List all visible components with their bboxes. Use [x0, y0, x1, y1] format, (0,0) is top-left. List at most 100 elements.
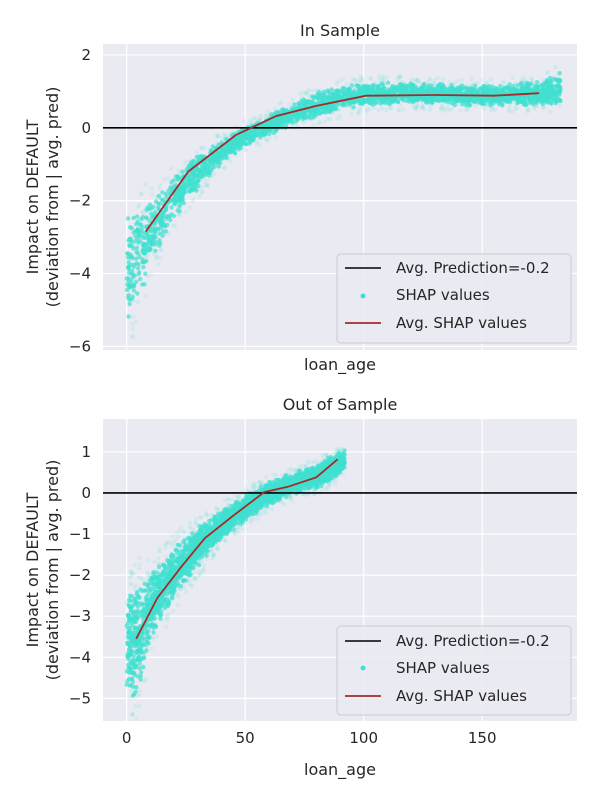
in-sample-shap-point	[171, 222, 176, 228]
out-of-sample-shap-point	[323, 486, 328, 492]
out-of-sample-shap-point	[145, 557, 150, 562]
in-sample-shap-point	[384, 75, 390, 80]
in-sample-shap-point	[357, 88, 362, 93]
in-sample-shap-point	[395, 75, 401, 80]
in-sample-shap-point	[351, 105, 356, 110]
in-sample-shap-point	[152, 242, 158, 247]
in-sample-shap-point	[371, 83, 376, 88]
in-sample-shap-point	[159, 215, 165, 220]
out-of-sample-shap-point	[214, 507, 220, 512]
out-of-sample-shap-point	[137, 688, 143, 693]
in-sample-shap-point	[191, 197, 196, 202]
out-of-sample-shap-point	[130, 712, 136, 717]
in-sample-shap-point	[413, 84, 418, 89]
out-of-sample-shap-point	[201, 563, 206, 568]
in-sample-shap-point	[297, 91, 302, 96]
in-sample-shap-point	[494, 89, 499, 94]
in-sample-shap-point	[353, 78, 358, 83]
in-sample-shap-point	[467, 102, 472, 108]
in-sample-shap-point	[421, 104, 426, 109]
in-sample-shap-point	[484, 80, 490, 85]
in-sample-shap-point	[153, 255, 159, 261]
in-sample-shap-point	[303, 90, 308, 96]
in-sample-shap-point	[347, 100, 352, 105]
in-sample-shap-point	[422, 81, 427, 87]
in-sample-shap-point	[439, 105, 444, 111]
in-sample-shap-point	[175, 208, 180, 213]
in-sample-shap-point	[176, 168, 181, 173]
in-sample-shap-point	[481, 106, 487, 112]
out-of-sample-shap-point	[129, 582, 135, 587]
in-sample-shap-point	[194, 150, 199, 155]
out-of-sample-shap-point	[233, 493, 238, 499]
out-of-sample-shap-point	[130, 693, 136, 698]
in-sample-shap-point	[436, 87, 441, 93]
in-sample-shap-point	[137, 234, 142, 239]
in-sample-shap-point	[130, 322, 135, 327]
out-of-sample-shap-point	[196, 563, 202, 568]
out-of-sample-shap-point	[137, 555, 142, 561]
in-sample-shap-point	[382, 86, 387, 91]
in-sample-shap-point	[428, 76, 433, 82]
in-sample-shap-point	[142, 282, 147, 287]
in-sample-shap-point	[380, 95, 386, 101]
in-sample-shap-point	[329, 106, 334, 111]
in-sample-shap-point	[309, 99, 314, 105]
in-sample-shap-point	[249, 117, 255, 123]
in-sample-shap-point	[129, 334, 135, 339]
in-sample-shap-point	[258, 115, 264, 121]
in-sample-shap-point	[336, 79, 341, 84]
in-sample-shap-point	[335, 116, 340, 121]
in-sample-shap-point	[335, 88, 341, 94]
in-sample-shap-point	[141, 264, 146, 270]
in-sample-shap-point	[219, 154, 224, 160]
in-sample-shap-point	[545, 69, 550, 75]
in-sample-shap-point	[533, 99, 539, 104]
in-sample-shap-point	[397, 75, 403, 80]
in-sample-shap-point	[128, 252, 133, 258]
in-sample-shap-point	[513, 105, 518, 111]
in-sample-shap-point	[492, 107, 498, 113]
in-sample-shap-point	[134, 256, 139, 261]
in-sample-legend-avg-shap-label: Avg. SHAP values	[396, 314, 527, 332]
in-sample-shap-point	[455, 98, 460, 103]
out-of-sample-shap-point	[193, 520, 198, 525]
in-sample-shap-point	[360, 77, 365, 83]
in-sample-shap-point	[480, 100, 485, 105]
in-sample-shap-point	[163, 191, 169, 197]
in-sample-shap-point	[464, 89, 469, 95]
in-sample-shap-point	[366, 99, 371, 105]
in-sample-shap-point	[126, 276, 131, 281]
in-sample-shap-point	[334, 94, 340, 100]
in-sample-shap-point	[364, 108, 369, 114]
in-sample-shap-point	[544, 70, 550, 76]
in-sample-shap-point	[417, 80, 423, 86]
in-sample-shap-point	[151, 251, 157, 257]
in-sample-shap-point	[378, 89, 383, 94]
in-sample-shap-point	[507, 103, 513, 109]
out-of-sample-shap-point	[187, 524, 193, 529]
in-sample-shap-point	[366, 85, 371, 91]
in-sample-shap-point	[126, 270, 132, 275]
in-sample-shap-point	[340, 77, 345, 82]
out-of-sample-shap-point	[320, 453, 325, 458]
in-sample-shap-point	[546, 99, 551, 105]
in-sample-shap-point	[419, 105, 424, 111]
in-sample-shap-point	[388, 106, 393, 111]
in-sample-shap-point	[407, 96, 412, 102]
in-sample-shap-point	[226, 133, 231, 139]
in-sample-shap-point	[311, 123, 316, 128]
in-sample-shap-point	[464, 108, 469, 113]
in-sample-shap-point	[311, 114, 317, 120]
in-sample-shap-point	[187, 164, 192, 169]
in-sample-legend-shap-label: SHAP values	[396, 286, 490, 304]
in-sample-shap-point	[488, 77, 494, 82]
in-sample-shap-point	[401, 107, 407, 112]
in-sample-shap-point	[202, 166, 207, 171]
in-sample-shap-point	[190, 198, 195, 204]
in-sample-shap-point	[375, 97, 381, 102]
in-sample-shap-point	[316, 121, 322, 126]
out-of-sample-shap-point	[176, 533, 181, 539]
in-sample-shap-point	[515, 83, 521, 88]
in-sample-shap-point	[153, 248, 158, 253]
